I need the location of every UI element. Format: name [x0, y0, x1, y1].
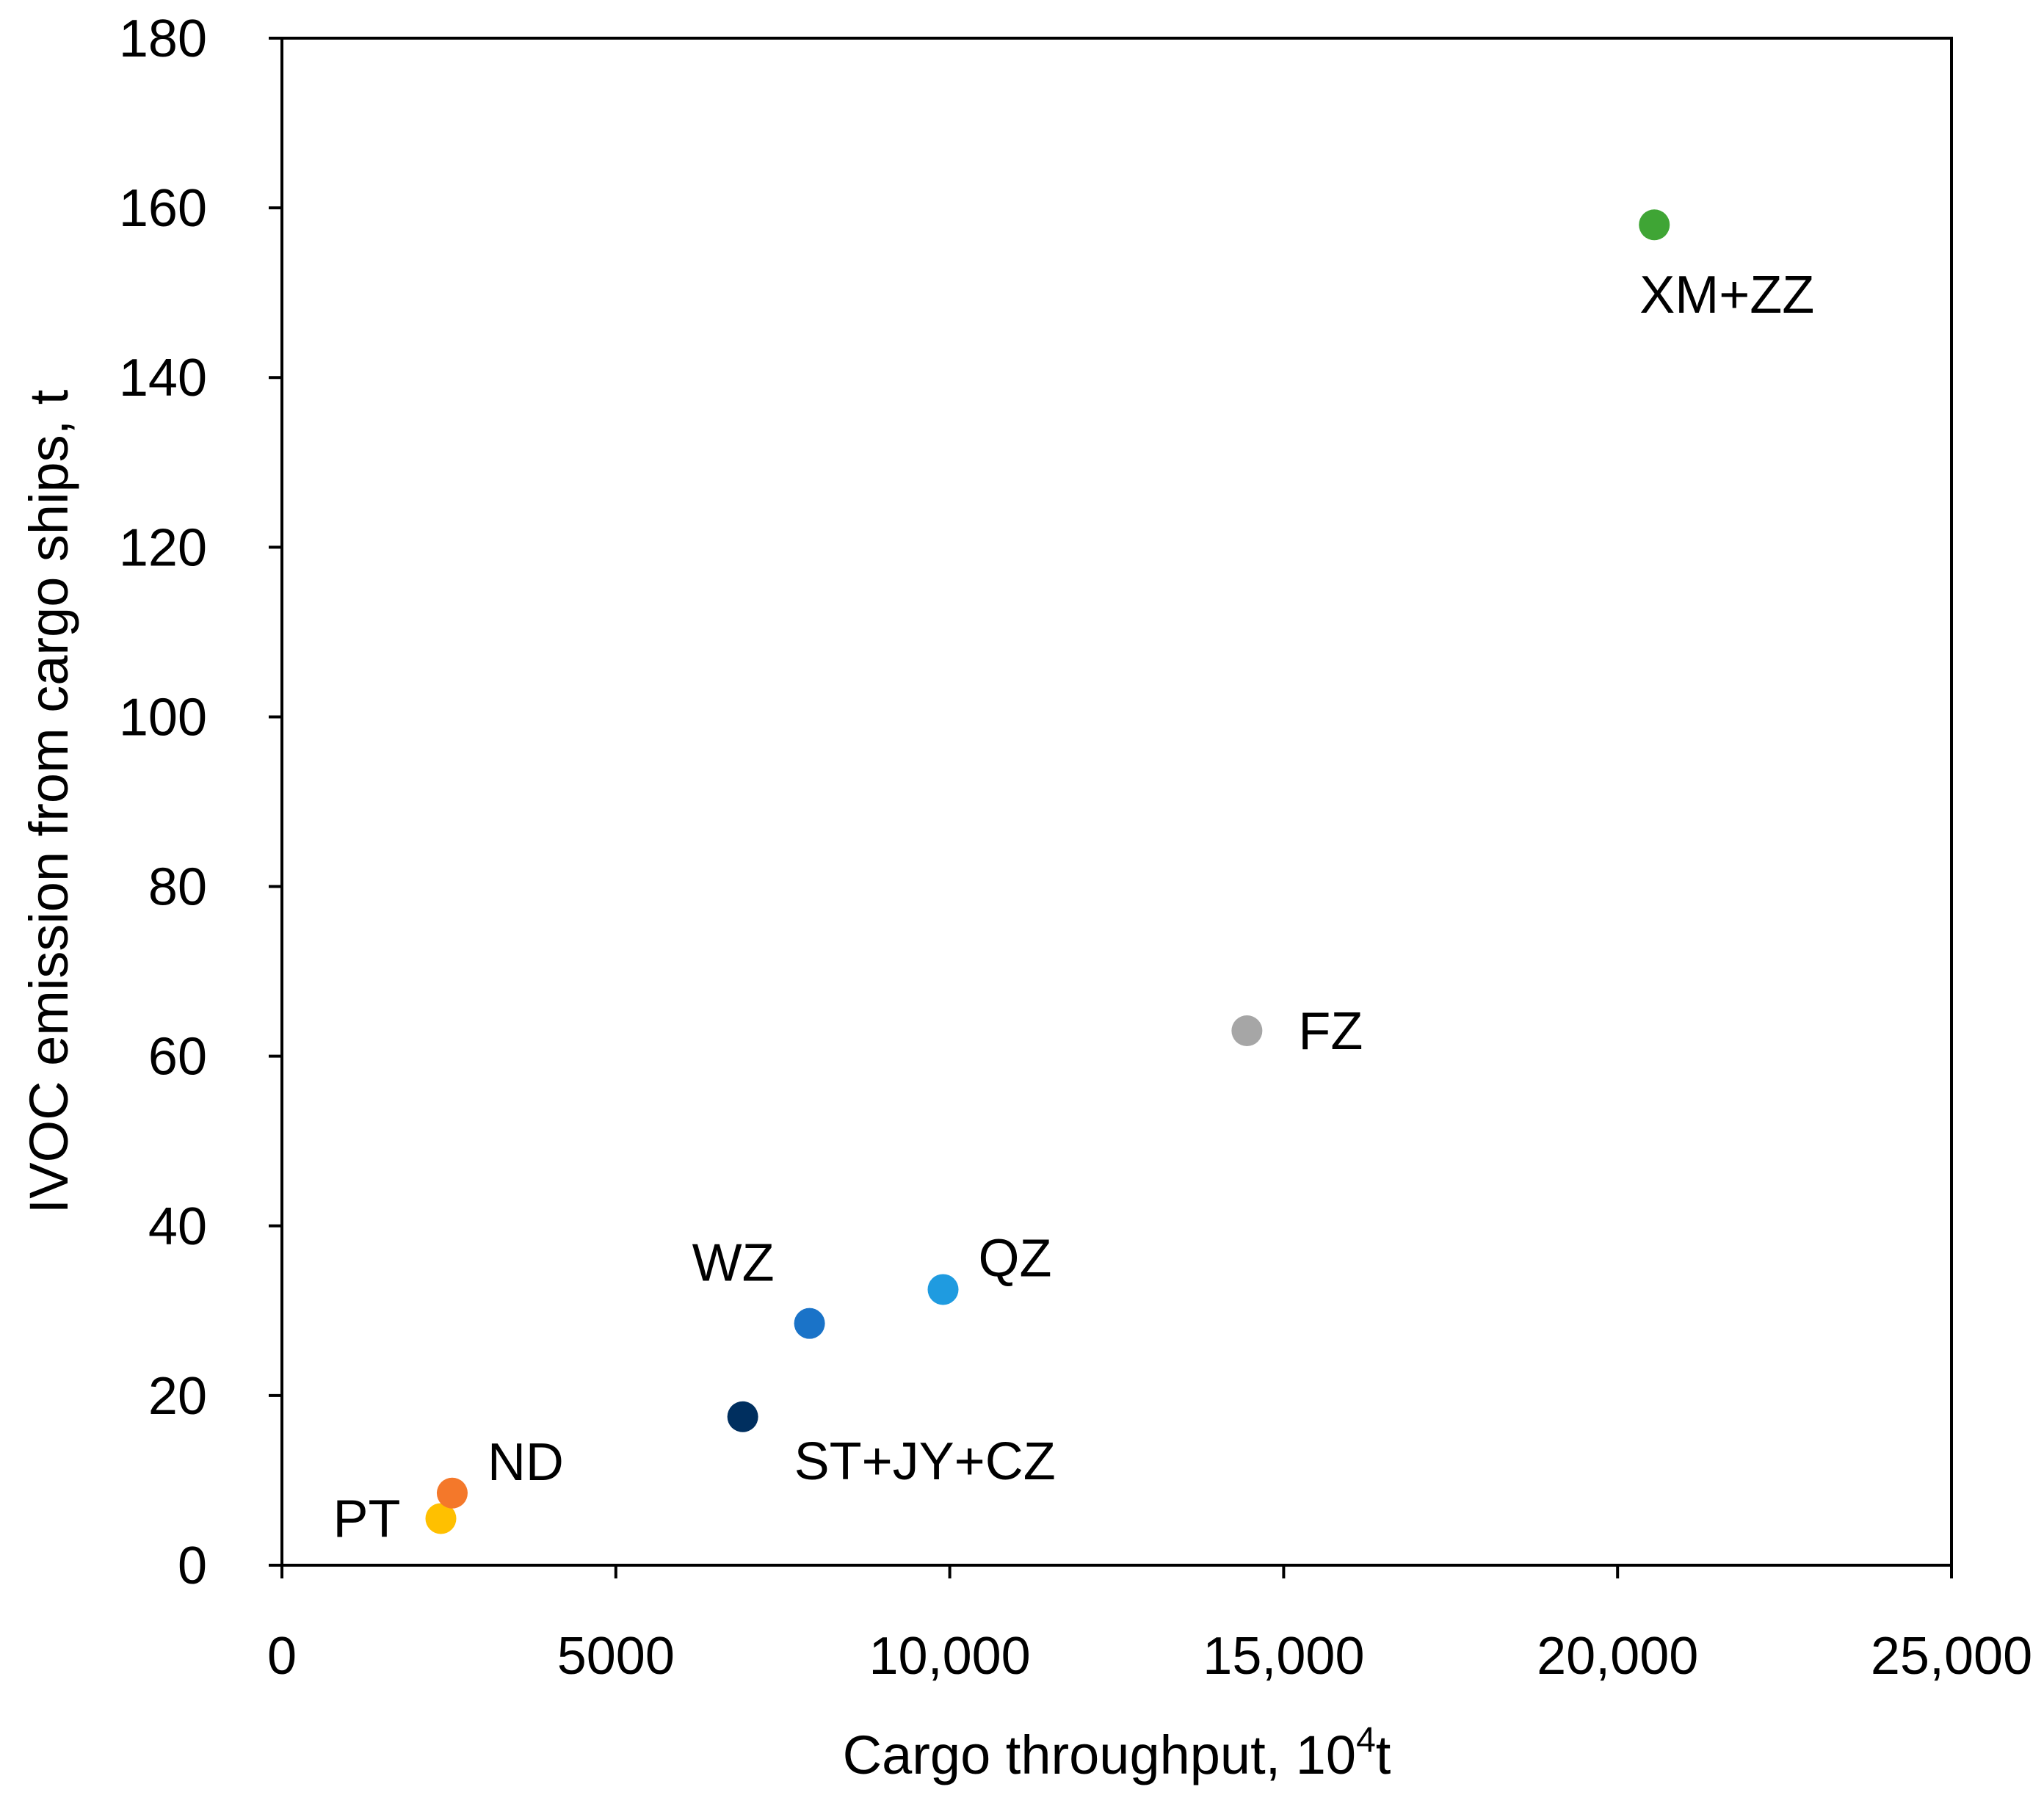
y-tick-label: 100: [119, 688, 207, 747]
y-tick-label: 140: [119, 349, 207, 407]
point-label-xm-zz: XM+ZZ: [1639, 266, 1814, 324]
y-tick-label: 80: [148, 858, 207, 917]
x-tick-label: 25,000: [1871, 1627, 2032, 1686]
point-fz: [1231, 1015, 1263, 1046]
x-axis-title-superscript: 4: [1356, 1721, 1376, 1760]
point-nd: [436, 1477, 468, 1509]
x-tick-label: 10,000: [869, 1627, 1030, 1686]
point-xm-zz: [1639, 209, 1670, 241]
y-tick-label: 180: [119, 10, 207, 68]
y-tick-label: 20: [148, 1367, 207, 1426]
y-axis-ticks: 0 20 40 60 80 100 120 140 160 180: [119, 10, 282, 1595]
x-axis-ticks: 0 5000 10,000 15,000 20,000 25,000: [267, 1565, 2032, 1686]
y-tick-label: 60: [148, 1028, 207, 1087]
y-axis-title: IVOC emission from cargo ships, t: [18, 389, 79, 1214]
x-tick-label: 0: [267, 1627, 297, 1686]
y-tick-label: 0: [178, 1537, 207, 1595]
point-label-nd: ND: [488, 1433, 564, 1492]
x-tick-label: 15,000: [1203, 1627, 1364, 1686]
x-tick-label: 20,000: [1537, 1627, 1698, 1686]
y-tick-label: 40: [148, 1197, 207, 1256]
x-axis-title: Cargo throughput, 104t: [843, 1721, 1391, 1785]
data-points: [425, 209, 1670, 1534]
point-label-wz: WZ: [692, 1234, 775, 1293]
point-qz: [927, 1274, 959, 1305]
point-wz: [794, 1308, 825, 1339]
point-label-qz: QZ: [979, 1229, 1052, 1288]
point-st-jy-cz: [727, 1401, 758, 1432]
y-tick-label: 120: [119, 518, 207, 577]
point-labels: PT ND ST+JY+CZ WZ QZ FZ XM+ZZ: [333, 266, 1814, 1548]
x-tick-label: 5000: [557, 1627, 675, 1686]
point-pt: [425, 1503, 457, 1534]
y-tick-label: 160: [119, 179, 207, 238]
point-label-st-jy-cz: ST+JY+CZ: [794, 1432, 1056, 1491]
x-axis-title-suffix: t: [1376, 1725, 1391, 1785]
plot-frame: [280, 37, 1953, 1567]
point-label-fz: FZ: [1298, 1002, 1363, 1061]
point-label-pt: PT: [333, 1490, 400, 1548]
